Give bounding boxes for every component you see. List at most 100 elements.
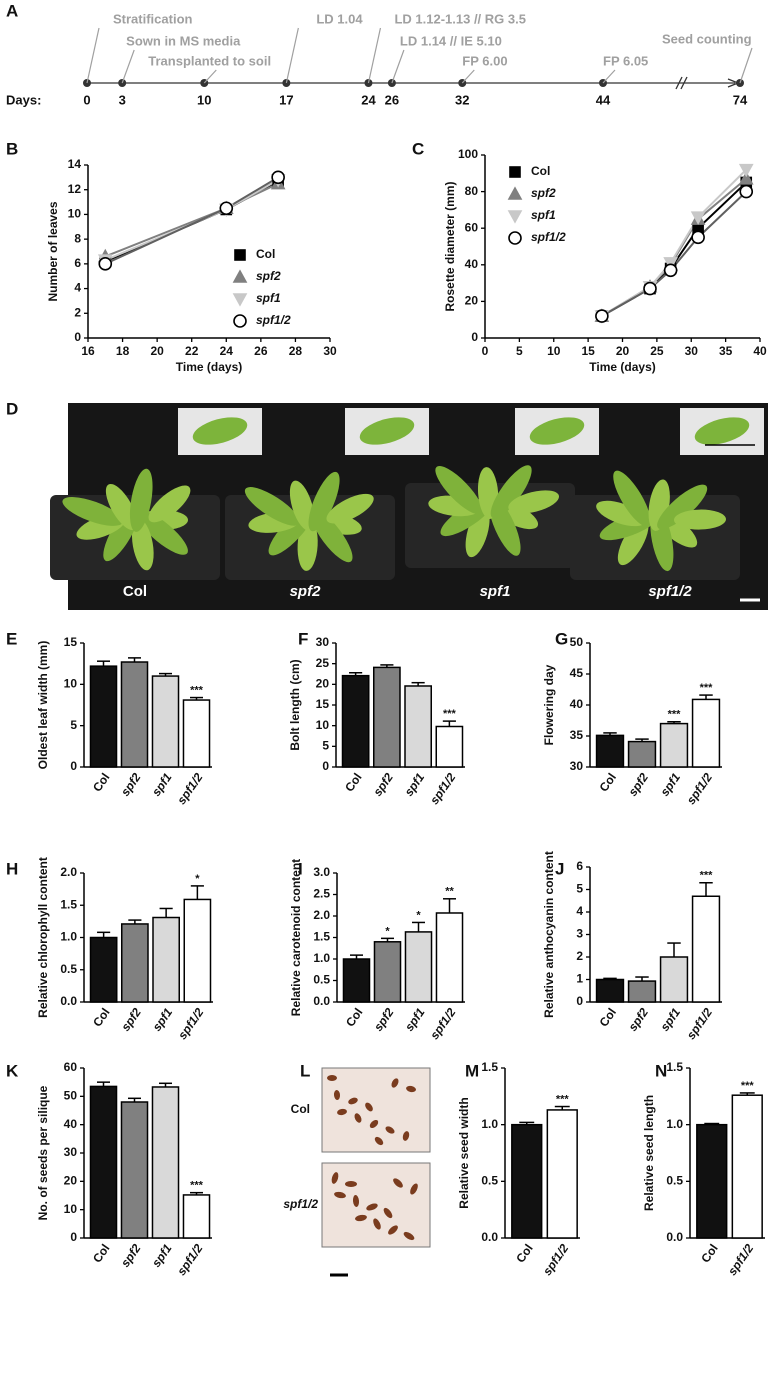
x-tick-label: 16 <box>81 344 95 358</box>
y-tick-label: 3.0 <box>313 865 330 879</box>
y-tick-label: 0.5 <box>313 973 330 987</box>
bar <box>373 666 401 768</box>
y-tick-label: 6 <box>74 256 81 270</box>
seed <box>334 1191 346 1199</box>
bar <box>691 895 721 1003</box>
x-tick-label: 0 <box>482 344 489 358</box>
seed <box>383 1207 393 1219</box>
marker <box>219 201 234 216</box>
x-tick-label: Col <box>342 771 365 795</box>
event-leader <box>391 49 405 84</box>
event-label: FP 6.00 <box>462 53 507 68</box>
series-line <box>601 181 747 317</box>
seed <box>354 1113 362 1123</box>
x-tick-label: 25 <box>650 344 664 358</box>
marker <box>739 184 754 199</box>
x-tick-label: Col <box>596 1006 619 1030</box>
y-axis-title: Number of leaves <box>46 201 60 301</box>
bar <box>659 956 689 1003</box>
bar <box>595 734 625 768</box>
marker <box>595 309 609 323</box>
x-tick-label: spf1/2 <box>174 1241 206 1278</box>
x-tick-label: 15 <box>581 344 595 358</box>
seed <box>388 1225 398 1235</box>
series-line <box>601 168 747 317</box>
y-axis-title: Flowering day <box>542 664 556 745</box>
seed <box>352 1195 360 1207</box>
y-tick-label: 1.5 <box>313 930 330 944</box>
plant-label: spf1 <box>480 583 511 600</box>
axis-break <box>675 76 683 90</box>
event-leader <box>86 27 100 84</box>
y-tick-label: 4 <box>576 904 583 918</box>
bar <box>546 1109 578 1239</box>
marker <box>232 293 248 307</box>
day-label: 10 <box>197 92 211 107</box>
x-tick-label: Col <box>90 1242 113 1266</box>
x-tick-label: spf2 <box>370 770 396 799</box>
legend-label: spf2 <box>531 186 556 200</box>
x-tick-label: 30 <box>685 344 699 358</box>
x-tick-label: spf1 <box>402 770 428 799</box>
y-tick-label: 10 <box>64 677 78 691</box>
y-tick-label: 80 <box>465 184 479 198</box>
y-tick-label: 20 <box>316 677 330 691</box>
y-tick-label: 6 <box>576 859 583 873</box>
y-tick-label: 20 <box>465 294 479 308</box>
day-label: 26 <box>385 92 399 107</box>
x-tick-label: 18 <box>116 344 130 358</box>
panel-label: A <box>6 1 18 20</box>
marker <box>271 170 285 185</box>
bar <box>89 1085 118 1239</box>
y-tick-label: 14 <box>68 157 82 171</box>
day-label: 17 <box>279 92 293 107</box>
x-tick-label: spf1/2 <box>174 770 206 807</box>
legend-label: spf1/2 <box>531 230 566 244</box>
bar <box>151 1086 180 1239</box>
y-axis-title: Relative chlorophyll content <box>36 857 50 1018</box>
significance-label: ** <box>445 886 454 898</box>
plant-label: spf1/2 <box>648 583 692 600</box>
bar <box>435 725 464 768</box>
y-tick-label: 0 <box>322 759 329 773</box>
event-leader <box>121 49 135 84</box>
y-tick-label: 8 <box>74 231 81 245</box>
bar <box>151 675 180 768</box>
x-tick-label: spf1/2 <box>540 1241 572 1278</box>
y-tick-label: 40 <box>64 1117 78 1131</box>
y-axis-title: Relative carotenoid content <box>289 859 303 1016</box>
marker <box>508 231 522 245</box>
y-tick-label: 0 <box>70 759 77 773</box>
seed <box>393 1178 403 1188</box>
x-axis-title: Time (days) <box>176 360 242 374</box>
bar <box>152 916 180 1003</box>
significance-label: *** <box>190 684 204 696</box>
y-axis-title: Oldest leaf width (mm) <box>36 641 50 770</box>
x-tick-label: Col <box>90 1006 113 1030</box>
bar <box>89 665 118 768</box>
inset-leaf <box>359 417 415 445</box>
event-leader <box>739 47 753 84</box>
significance-label: * <box>385 925 390 937</box>
day-label: 74 <box>733 92 748 107</box>
leaf <box>105 483 138 531</box>
marker <box>738 163 754 178</box>
bar <box>341 674 370 768</box>
seed <box>337 1108 347 1116</box>
panel-label: G <box>555 629 568 648</box>
panel-label: I <box>298 859 303 878</box>
leaf <box>62 497 123 526</box>
significance-label: * <box>416 909 421 921</box>
event-label: LD 1.04 <box>316 11 363 26</box>
event-label: Sown in MS media <box>126 33 241 48</box>
x-tick-label: 5 <box>516 344 523 358</box>
day-label: 24 <box>361 92 376 107</box>
y-tick-label: 60 <box>465 220 479 234</box>
y-tick-label: 0 <box>74 330 81 344</box>
x-tick-label: Col <box>513 1242 536 1266</box>
x-axis-title: Time (days) <box>589 360 655 374</box>
x-tick-label: Col <box>343 1006 366 1030</box>
panel-label: N <box>655 1061 667 1080</box>
significance-label: *** <box>700 870 714 882</box>
